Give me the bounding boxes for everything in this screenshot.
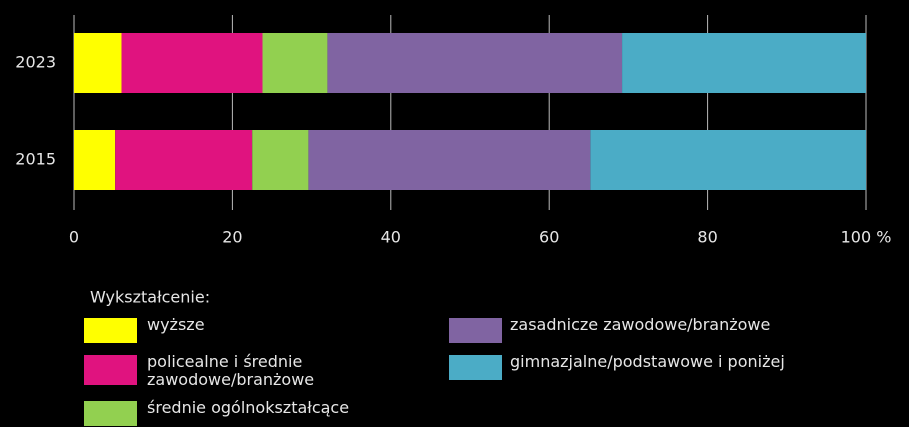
bar-segment (262, 33, 328, 93)
x-tick-label: 80 (697, 228, 717, 247)
x-tick-label: 60 (539, 228, 559, 247)
legend-label: policealne i średnie zawodowe/branżowe (147, 353, 315, 389)
legend-label: gimnazjalne/podstawowe i poniżej (510, 353, 785, 371)
bar-segment (622, 33, 866, 93)
legend-item: wyższe (147, 316, 205, 334)
y-tick-label: 2015 (15, 150, 56, 169)
x-tick-label: 40 (381, 228, 401, 247)
y-tick-label: 2023 (15, 53, 56, 72)
legend-swatch (449, 355, 502, 380)
bar-segment (327, 33, 623, 93)
legend-title: Wykształcenie: (90, 288, 210, 307)
legend-label: wyższe (147, 316, 205, 334)
bar-segment (590, 130, 866, 190)
x-tick-label: 0 (69, 228, 79, 247)
bar-segment (121, 33, 263, 93)
bar-segment (115, 130, 253, 190)
x-tick-label: 20 (222, 228, 242, 247)
x-tick-label: 100 % (841, 228, 892, 247)
legend-swatch (84, 355, 137, 385)
legend-item: zasadnicze zawodowe/branżowe (510, 316, 771, 334)
legend-label: zasadnicze zawodowe/branżowe (510, 316, 771, 334)
bar-segment (252, 130, 309, 190)
legend-swatch (449, 318, 502, 343)
bar-segment (74, 33, 122, 93)
legend-swatch (84, 318, 137, 343)
legend-label: średnie ogólnokształcące (147, 399, 350, 417)
legend-item: gimnazjalne/podstawowe i poniżej (510, 353, 785, 371)
legend-item: średnie ogólnokształcące (147, 399, 350, 417)
legend-swatch (84, 401, 137, 426)
legend-item: policealne i średnie zawodowe/branżowe (147, 353, 315, 389)
bar-segment (308, 130, 591, 190)
bar-segment (74, 130, 116, 190)
